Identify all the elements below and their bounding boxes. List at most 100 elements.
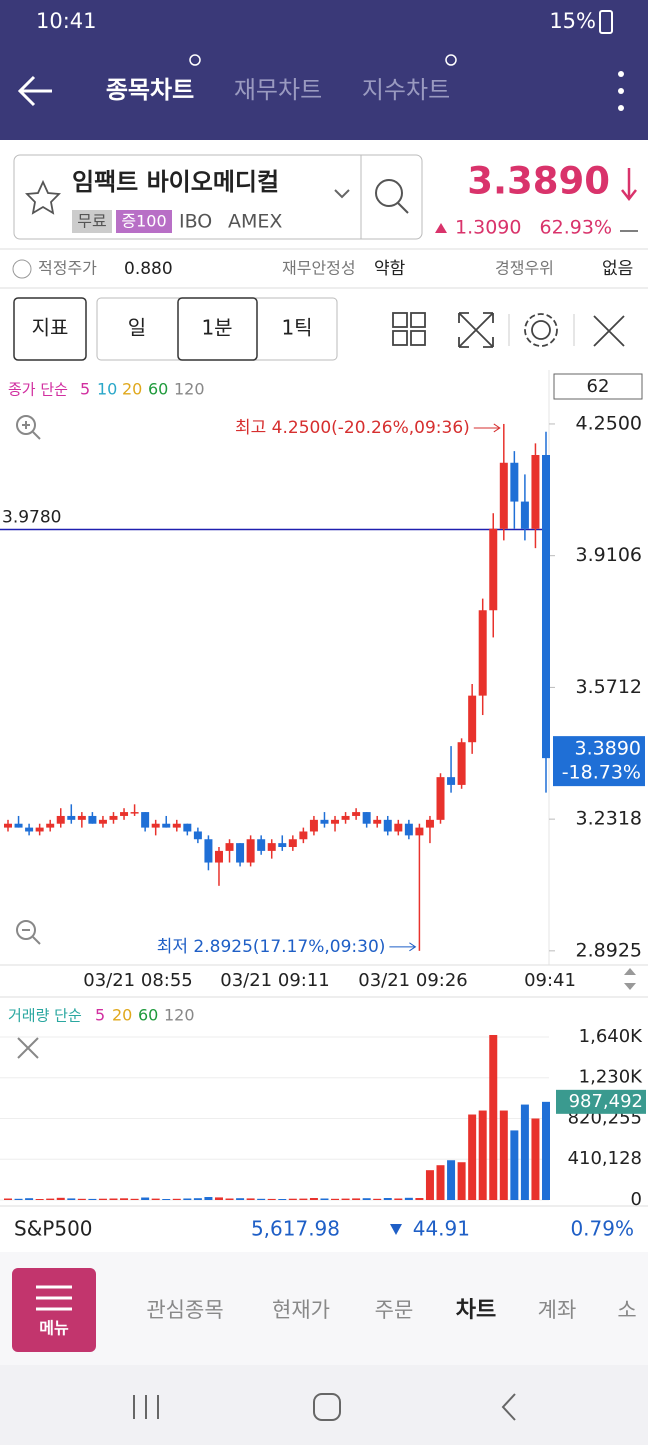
nav-tab[interactable]: 계좌 [538,1298,577,1322]
volume-bar [309,1198,318,1200]
nav-tab[interactable]: 현재가 [272,1298,330,1322]
tab-active[interactable]: 종목차트 [106,76,194,104]
volume-bar [352,1198,361,1200]
info-value: 없음 [602,259,633,279]
price-change: 1.3090 [455,217,521,239]
info-value: 약함 [374,259,406,279]
reference-label: 3.9780 [2,508,61,528]
candle-body [214,850,223,863]
volume-bar [468,1114,477,1200]
button-label[interactable]: 일 [128,316,146,340]
volume-bar [320,1198,329,1200]
candle-body [130,812,139,814]
legend-period: 120 [174,380,205,399]
volume-bar [341,1198,350,1200]
low-arrow [389,942,417,952]
nav-tab[interactable]: 주문 [375,1298,414,1322]
candle-body [67,815,76,820]
candle-body [278,843,287,848]
scroll-arrows[interactable] [624,968,636,990]
candle-body [225,843,234,851]
nav-tab-active[interactable]: 차트 [456,1298,496,1323]
tab[interactable]: 지수차트 [362,76,450,104]
volume-bar [383,1198,392,1200]
volume-bar [109,1198,118,1200]
candle-body [267,843,276,851]
y-tick-label: 4.2500 [576,412,642,434]
period-button-active[interactable] [177,297,258,361]
volume-bar [436,1165,445,1200]
volume-bar [46,1198,55,1200]
back[interactable] [501,1393,516,1421]
candle-body [520,501,529,529]
candle-body [46,823,55,828]
volume-bar [4,1198,12,1200]
volume-bar [257,1198,266,1200]
candle-body [141,812,150,828]
tab-icon [445,54,457,66]
volume-bar [67,1198,76,1200]
market-change-pct: 0.79% [570,1217,634,1241]
candle-body [373,819,382,824]
candle-body [183,823,192,832]
home[interactable] [313,1393,341,1421]
volume-bar [14,1198,23,1200]
nav-tab[interactable]: 소 [617,1298,636,1322]
button-label[interactable]: 1틱 [281,316,312,340]
candle-body [447,777,456,785]
recent-apps[interactable] [133,1395,159,1419]
volume-bar [204,1197,213,1200]
candle-body [299,831,308,840]
legend-title: 종가 단순 [8,381,68,399]
legend-period: 10 [97,380,117,399]
volume-bar [225,1198,234,1200]
favorite-star[interactable] [25,179,61,215]
indicator-button[interactable] [13,297,87,361]
candle-body [531,455,540,529]
candle-body [510,462,519,502]
last-price: 3.3890 [575,738,641,760]
volume-bar [141,1197,150,1200]
candle-body [436,777,445,820]
info-value: 0.880 [124,259,173,279]
y-tick-label: 3.5712 [576,676,642,698]
candle-body [362,812,371,824]
volume-bar [520,1104,529,1200]
market-change: 44.91 [413,1217,470,1241]
close-volume[interactable] [17,1037,39,1059]
volume-bar [183,1198,192,1200]
volume-bar [404,1197,413,1200]
candle-body [309,819,318,832]
more-button[interactable] [618,71,624,111]
volume-bar [98,1198,107,1200]
tag-bg [72,210,112,233]
legend-period: 120 [164,1006,195,1025]
button-label[interactable]: 1분 [201,316,232,340]
candle-body [172,823,181,828]
help-icon[interactable] [12,259,32,279]
candle-body [236,843,245,863]
candle-body [331,819,340,824]
volume-bar [120,1198,129,1200]
low-note: 최저 2.8925(17.17%,09:30) [157,937,386,957]
candle-body [162,823,171,828]
volume-bar [531,1118,540,1200]
volume-bar [35,1199,44,1200]
back-button[interactable] [17,75,52,107]
search-button[interactable] [375,179,403,207]
tab[interactable]: 재무차트 [234,76,322,104]
price-arrow [621,168,637,202]
candle-body [35,827,44,832]
nav-tab[interactable]: 관심종목 [146,1298,223,1322]
volume-bar [236,1198,245,1200]
volume-bar [457,1162,466,1200]
volume-bar [394,1198,403,1200]
zoom-in[interactable] [16,415,41,440]
candle-body [193,831,202,840]
tool-icons[interactable] [392,312,625,348]
dropdown-icon[interactable] [334,189,350,199]
candle-body [25,827,34,832]
candle-body [499,462,508,529]
zoom-out[interactable] [16,920,41,945]
